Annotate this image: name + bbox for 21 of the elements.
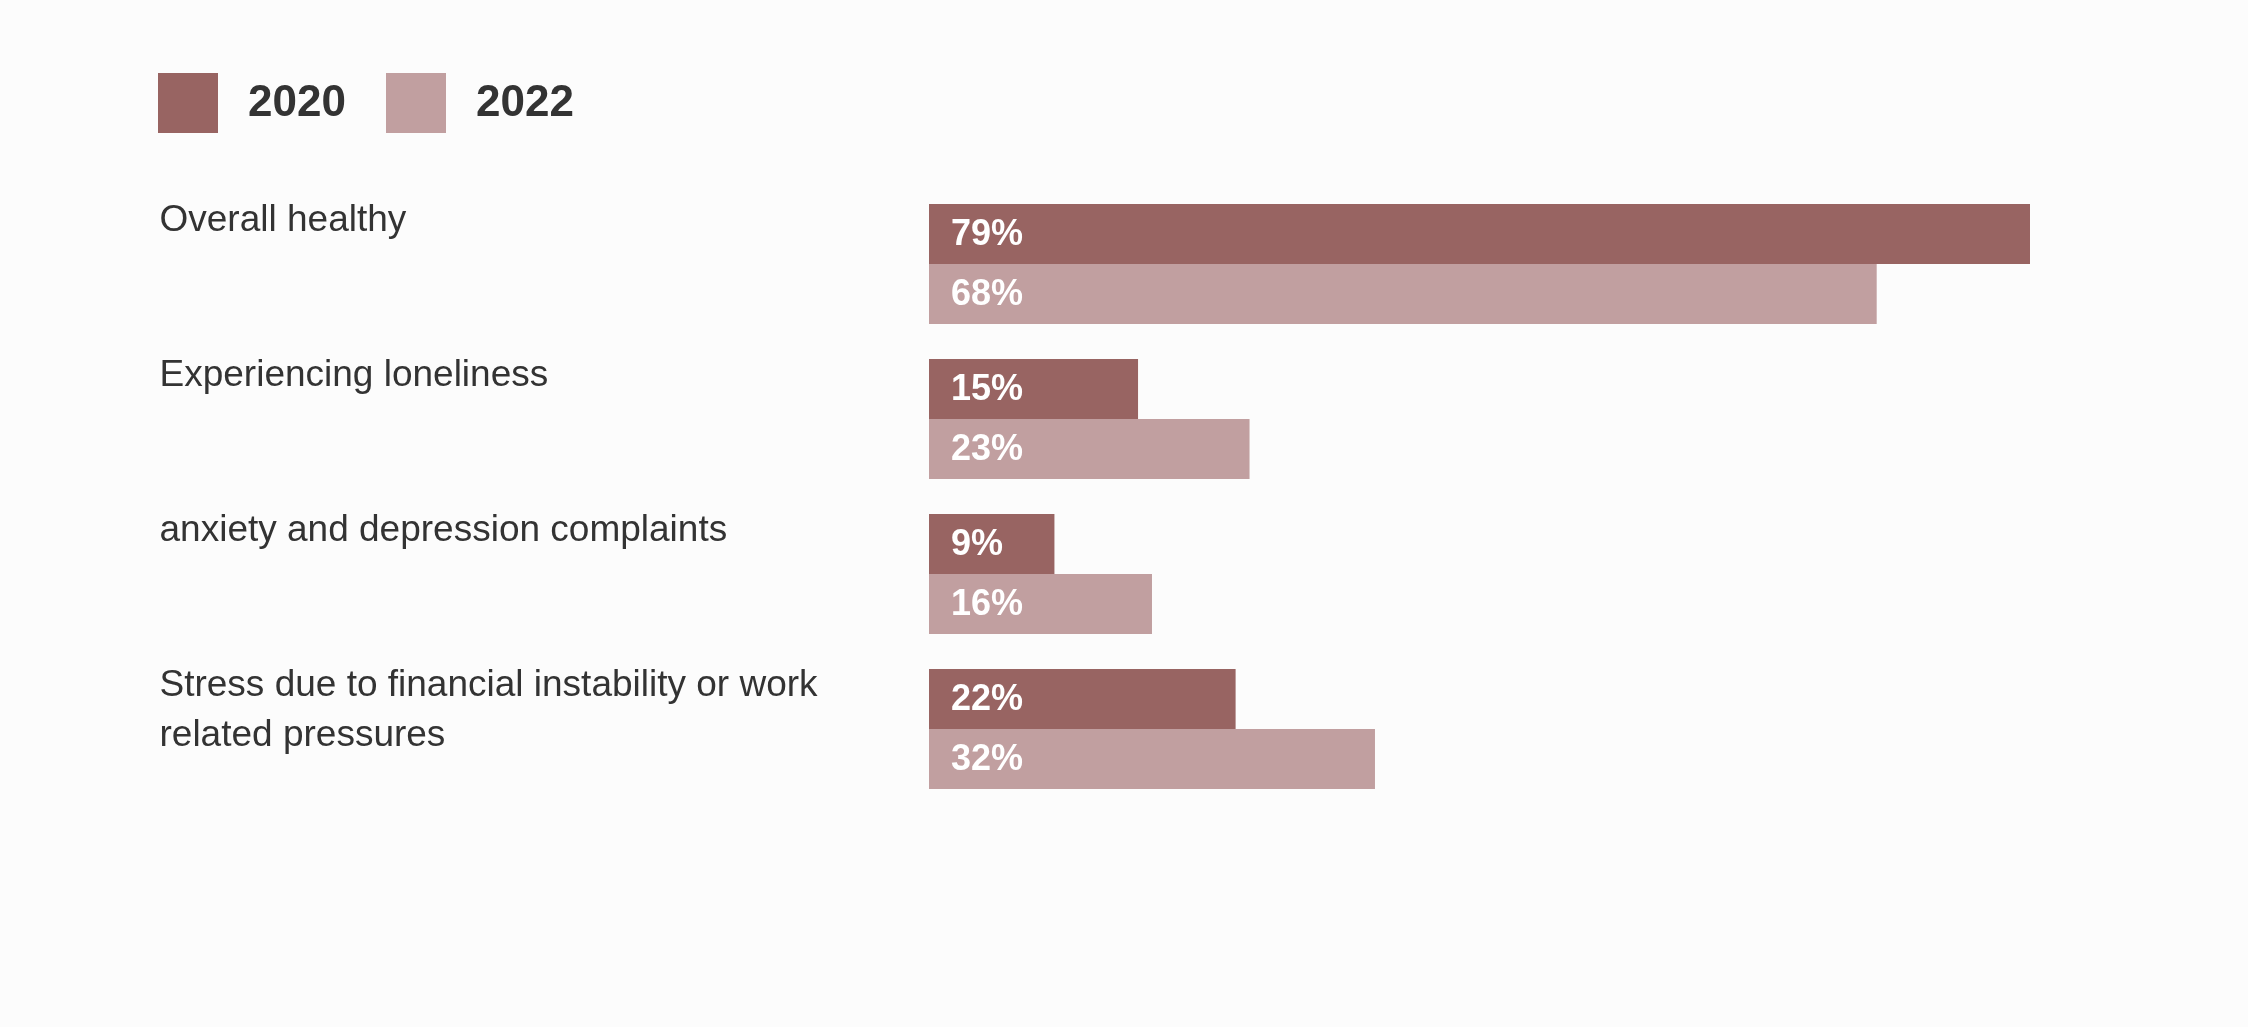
bar: [929, 419, 1250, 479]
data-label: 68%: [951, 271, 1024, 313]
data-label: 9%: [951, 522, 1004, 564]
bar: [929, 574, 1152, 634]
data-label: 23%: [951, 426, 1024, 468]
data-label: 22%: [951, 677, 1024, 719]
y-tick-label: Experiencing loneliness: [159, 353, 549, 394]
y-tick-label: Stress due to financial instability or work related pressures: [159, 663, 819, 755]
data-label: 79%: [951, 211, 1024, 253]
y-tick-label: Overall healthy: [159, 197, 407, 239]
legend-label: 2020: [248, 76, 346, 125]
bar: [929, 359, 1139, 419]
bar: [929, 669, 1236, 730]
legend-label: 2022: [476, 76, 574, 125]
data-label: 16%: [951, 582, 1024, 623]
y-tick-label: anxiety and depression complaints: [159, 508, 728, 549]
bar: [929, 729, 1375, 789]
bar: [929, 204, 2030, 264]
data-label: 15%: [951, 367, 1024, 408]
bar: [929, 263, 1877, 324]
data-label: 32%: [951, 737, 1024, 779]
